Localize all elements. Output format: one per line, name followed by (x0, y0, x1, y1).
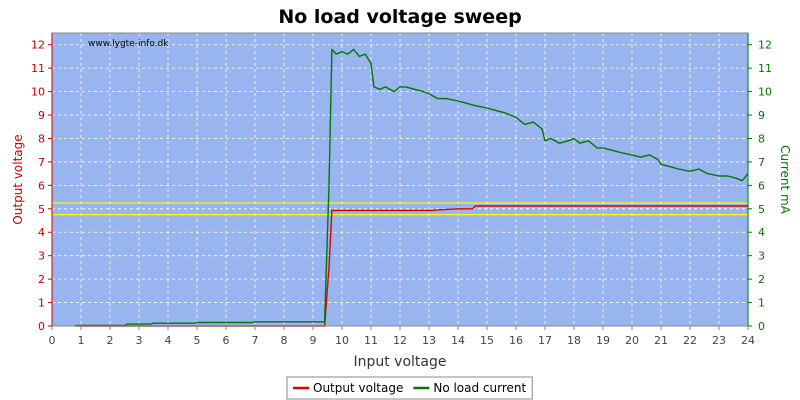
series-line (75, 205, 748, 327)
y-right-tick-label: 10 (758, 86, 772, 99)
x-tick-label: 9 (310, 334, 317, 347)
x-tick-label: 15 (480, 334, 494, 347)
x-tick-label: 14 (451, 334, 465, 347)
x-tick-label: 2 (107, 334, 114, 347)
y-right-tick-label: 3 (758, 250, 765, 263)
x-tick-label: 18 (567, 334, 581, 347)
y-right-tick-label: 0 (758, 320, 765, 333)
x-axis-label: Input voltage (353, 354, 446, 370)
y-left-tick-label: 11 (31, 62, 45, 75)
y-left-tick-label: 2 (38, 273, 45, 286)
legend-box (286, 376, 533, 400)
y-left-tick-label: 6 (38, 179, 45, 192)
y-axis-left-label: Output voltage (11, 134, 25, 224)
y-left-tick-label: 0 (38, 320, 45, 333)
y-right-tick-label: 4 (758, 226, 765, 239)
y-right-tick-label: 9 (758, 109, 765, 122)
y-left-tick-label: 9 (38, 109, 45, 122)
y-left-tick-label: 10 (31, 86, 45, 99)
x-tick-label: 17 (538, 334, 552, 347)
x-tick-label: 19 (596, 334, 610, 347)
x-tick-label: 24 (741, 334, 755, 347)
x-tick-label: 12 (393, 334, 407, 347)
y-right-tick-label: 7 (758, 156, 765, 169)
legend-label: No load current (433, 381, 526, 395)
x-tick-label: 22 (683, 334, 697, 347)
y-right-tick-label: 12 (758, 39, 772, 52)
y-left-tick-label: 1 (38, 297, 45, 310)
y-right-tick-label: 6 (758, 179, 765, 192)
y-left-tick-label: 7 (38, 156, 45, 169)
x-tick-label: 21 (654, 334, 668, 347)
x-tick-label: 5 (194, 334, 201, 347)
y-right-tick-label: 5 (758, 203, 765, 216)
y-right-tick-label: 11 (758, 62, 772, 75)
x-tick-label: 1 (78, 334, 85, 347)
x-tick-label: 10 (335, 334, 349, 347)
x-tick-label: 11 (364, 334, 378, 347)
grid (52, 33, 748, 326)
y-left-tick-label: 5 (38, 203, 45, 216)
y-axis-right-label: Current mA (778, 145, 792, 215)
x-tick-label: 3 (136, 334, 143, 347)
x-tick-label: 20 (625, 334, 639, 347)
legend-label: Output voltage (313, 381, 403, 395)
series-line (75, 48, 749, 327)
x-tick-label: 6 (223, 334, 230, 347)
chart-title: No load voltage sweep (278, 6, 521, 28)
y-left-tick-label: 8 (38, 132, 45, 145)
x-tick-label: 16 (509, 334, 523, 347)
x-tick-label: 8 (281, 334, 288, 347)
y-right-tick-label: 1 (758, 297, 765, 310)
x-tick-label: 13 (422, 334, 436, 347)
x-tick-label: 23 (712, 334, 726, 347)
y-right-tick-label: 8 (758, 132, 765, 145)
x-tick-label: 4 (165, 334, 172, 347)
watermark: www.lygte-info.dk (88, 39, 169, 49)
axes: 0 1 2 3 4 5 6 7 8 9 10 11 12 13 14 15 16 17 18 19 20 21 22 23 24… (31, 32, 772, 347)
y-left-tick-label: 4 (38, 226, 45, 239)
legend: Output voltage No load current (286, 376, 533, 400)
x-tick-label: 0 (49, 334, 56, 347)
y-right-tick-label: 2 (758, 273, 765, 286)
y-left-tick-label: 12 (31, 39, 45, 52)
reference-lines (52, 202, 748, 216)
x-tick-label: 7 (252, 334, 259, 347)
series-layer (75, 48, 749, 327)
y-left-tick-label: 3 (38, 250, 45, 263)
